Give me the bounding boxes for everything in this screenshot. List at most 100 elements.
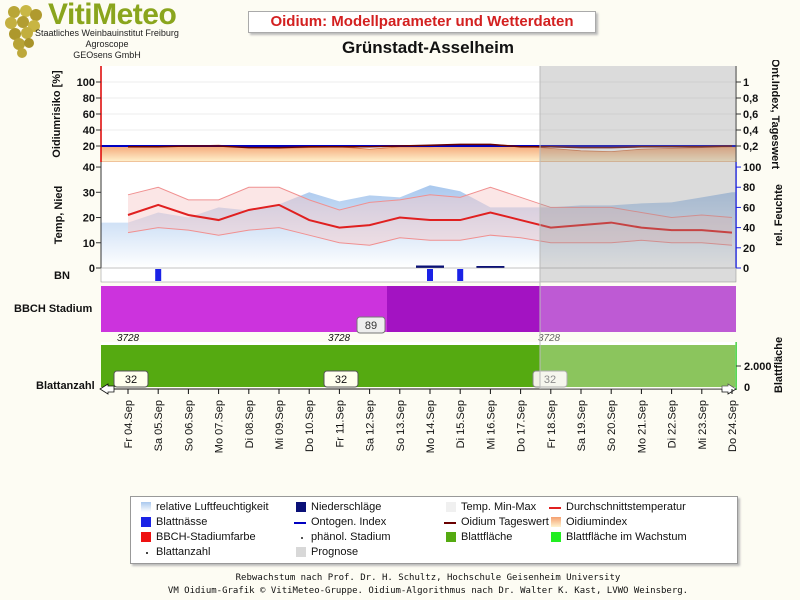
x-tick-label: Fr 04.Sep: [123, 400, 135, 448]
bn-panel: [100, 267, 737, 283]
legend-label: Blattanzahl: [156, 546, 211, 558]
leaf-count-value: 32: [125, 374, 137, 386]
logo-line-2: Agroscope: [85, 39, 129, 49]
weather-ytick: 40: [83, 162, 95, 174]
oidium-ytick-right: 0,6: [743, 109, 758, 121]
leaf-area-top: [101, 342, 736, 345]
x-tick-label: Mi 16.Sep: [485, 400, 497, 450]
leaf-count-box: [323, 370, 359, 388]
x-tick-label: Mi 23.Sep: [697, 400, 709, 450]
x-tick-label: So 20.Sep: [606, 400, 618, 451]
scroll-right-arrow-icon[interactable]: [721, 383, 737, 395]
legend-item: Oidiumindex: [551, 516, 628, 528]
leaf-count-box: [113, 370, 149, 388]
x-tick-label: Di 15.Sep: [455, 400, 467, 448]
stage-mark: 28: [127, 333, 140, 344]
bbch-badge-box: [356, 316, 386, 334]
leaf-ytick: 2.000: [744, 361, 772, 373]
legend-item: Blattanzahl: [146, 546, 211, 558]
legend: relative Luftfeuchtigkeit Niederschläge Te…: [130, 496, 738, 564]
x-tick-label: Sa 12.Sep: [365, 400, 377, 451]
leaf-wetness-bar: [155, 269, 162, 281]
legend-item: Durchschnittstemperatur: [549, 501, 686, 513]
legend-item: Oidium Tageswert: [444, 516, 549, 528]
oidium-tageswert-line: [128, 143, 733, 149]
x-tick-label: Sa 05.Sep: [153, 400, 165, 451]
temp-min-line: [127, 227, 733, 246]
station-title: Grünstadt-Asselheim: [342, 38, 514, 57]
leaf-count-label: Blattanzahl: [36, 380, 95, 392]
rain-bar: [476, 266, 505, 268]
legend-item: Blattfläche: [446, 531, 513, 543]
oidium-ytick-right: 0,4: [743, 125, 759, 137]
legend-label: Blattfläche im Wachstum: [566, 531, 687, 543]
legend-swatch: [296, 502, 306, 512]
legend-swatch: [141, 517, 151, 527]
oidium-ytick-right: 1: [743, 77, 749, 89]
oidium-ytick: 40: [83, 125, 95, 137]
legend-swatch: [551, 532, 561, 542]
rain-bar: [416, 265, 444, 268]
stage-mark: 28: [548, 333, 561, 344]
footer-line-1: Rebwachstum nach Prof. Dr. H. Schultz, H…: [235, 573, 621, 583]
oidium-ylabel-right: Ont.Index, Tageswert: [769, 60, 781, 170]
legend-label: BBCH-Stadiumfarbe: [156, 531, 256, 543]
legend-item: Ontogen. Index: [294, 516, 386, 528]
logo-line-3: GEOsens GmbH: [73, 50, 141, 60]
bbch-label: BBCH Stadium: [14, 303, 92, 315]
weather-ytick-right: 20: [743, 243, 755, 255]
legend-label: Temp. Min-Max: [461, 501, 537, 513]
stage-mark: 37: [117, 333, 129, 344]
weather-ytick: 10: [83, 238, 95, 250]
leaf-wetness-bar: [427, 269, 433, 281]
humidity-area: [101, 185, 736, 268]
leaf-count-value: 32: [544, 374, 556, 386]
legend-swatch: [294, 522, 306, 524]
legend-item: phänol. Stadium: [301, 531, 391, 543]
leaf-ytick: 0: [744, 382, 750, 394]
weather-ytick-right: 80: [743, 182, 755, 194]
app-title: Oidium: Modellparameter und Wetterdaten: [248, 11, 596, 33]
x-tick-label: Mi 09.Sep: [274, 400, 286, 450]
legend-swatch: [446, 532, 456, 542]
legend-item: Blattfläche im Wachstum: [551, 531, 687, 543]
oidium-ytick: 80: [83, 93, 95, 105]
scroll-left-arrow-icon[interactable]: [99, 383, 115, 395]
stage-mark: 37: [328, 333, 340, 344]
bn-label: BN: [54, 270, 70, 282]
x-tick-label: Di 08.Sep: [244, 400, 256, 448]
logo: VitiMeteo Staatliches Weinbauinstitut Fr…: [0, 0, 200, 64]
legend-swatch: [301, 537, 303, 539]
logo-title: VitiMeteo: [48, 0, 177, 31]
bbch-band-2: [387, 286, 736, 332]
legend-item: Niederschläge: [296, 501, 381, 513]
x-tick-label: So 13.Sep: [395, 400, 407, 451]
oidium-ytick: 20: [83, 141, 95, 153]
oidium-ytick-right: 0,2: [743, 141, 758, 153]
legend-label: phänol. Stadium: [311, 531, 391, 543]
legend-label: Durchschnittstemperatur: [566, 501, 686, 513]
leaf-count-markers: 32 32 32: [113, 370, 568, 388]
legend-swatch: [551, 517, 561, 527]
legend-label: Blattfläche: [461, 531, 513, 543]
stage-mark: 28: [338, 333, 351, 344]
legend-label: Oidiumindex: [566, 516, 628, 528]
weather-ytick-right: 60: [743, 202, 755, 214]
x-tick-label: Sa 19.Sep: [576, 400, 588, 451]
legend-swatch: [549, 507, 561, 509]
legend-item: Temp. Min-Max: [446, 501, 537, 513]
forecast-shade: [540, 66, 736, 282]
x-tick-label: Do 10.Sep: [304, 400, 316, 452]
weather-ytick-right: 100: [743, 162, 761, 174]
x-tick-label: Di 22.Sep: [667, 400, 679, 448]
legend-swatch: [141, 502, 151, 512]
grape-icon: [5, 5, 42, 58]
oidium-ytick: 60: [83, 109, 95, 121]
legend-swatch: [444, 522, 456, 524]
stage-mark: 37: [538, 333, 550, 344]
oidium-ylabel: Oidiumrisiko [%]: [51, 70, 63, 158]
legend-swatch: [141, 532, 151, 542]
bbch-band-1: [101, 286, 387, 332]
x-tick-label: Mo 14.Sep: [425, 400, 437, 453]
stage-marks: 37 28 37 28 37 28: [117, 333, 561, 344]
